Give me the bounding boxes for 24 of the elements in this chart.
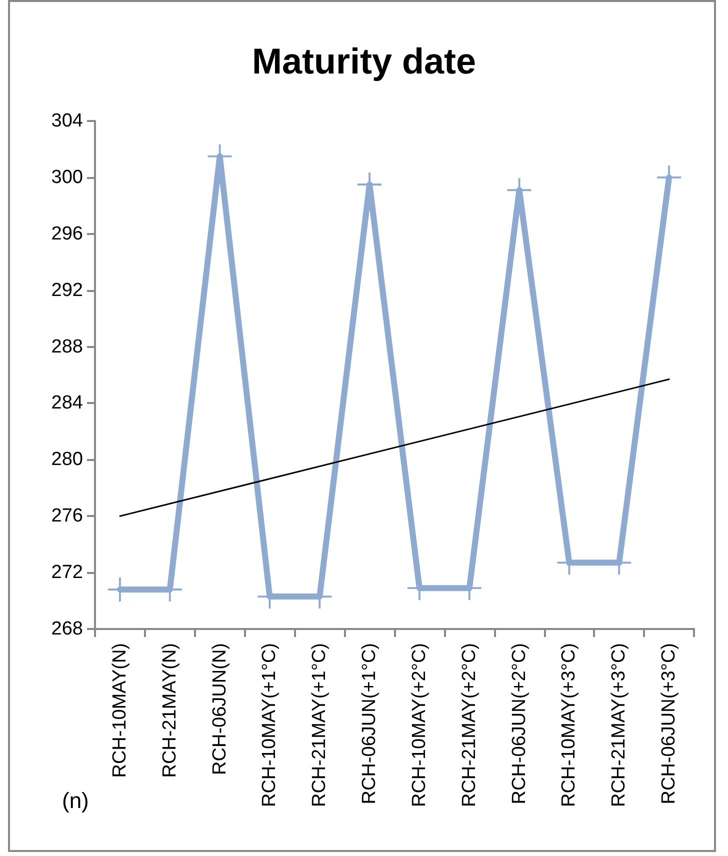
text: (n) [62,788,89,814]
y-tick-label: 280 [51,449,83,470]
y-tick-label: 284 [51,392,84,414]
y-tick-label: 272 [51,562,83,584]
y-tick-label: 304 [51,110,84,132]
y-tick-label: 296 [51,223,83,244]
x-tick-label: RCH-21MAY(+3°C) [608,643,630,808]
y-tick-label: 288 [51,336,83,358]
y-tick-label: 300 [51,166,83,188]
x-tick-label: RCH-21MAY(+1°C) [309,643,330,808]
x-tick-label: RCH-06JUN(+3°C) [658,643,680,804]
y-tick-label: 268 [51,618,83,640]
x-tick-label: RCH-10MAY(+2°C) [408,643,430,808]
x-tick-label: RCH-21MAY(N) [159,643,180,778]
x-tick-label: RCH-10MAY(+3°C) [558,643,580,808]
x-tick-label: RCH-06JUN(N) [209,643,230,775]
y-tick-label: 276 [51,506,83,527]
x-tick-label: RCH-06JUN(+2°C) [508,643,530,804]
y-tick-label: 292 [51,280,83,301]
chart-title: Maturity date [252,40,476,82]
x-tick-label: RCH-10MAY(N) [109,643,130,778]
x-tick-label: RCH-06JUN(+1°C) [359,643,380,804]
x-tick-label: RCH-10MAY(+1°C) [259,643,280,808]
x-tick-label: RCH-21MAY(+2°C) [458,643,480,808]
